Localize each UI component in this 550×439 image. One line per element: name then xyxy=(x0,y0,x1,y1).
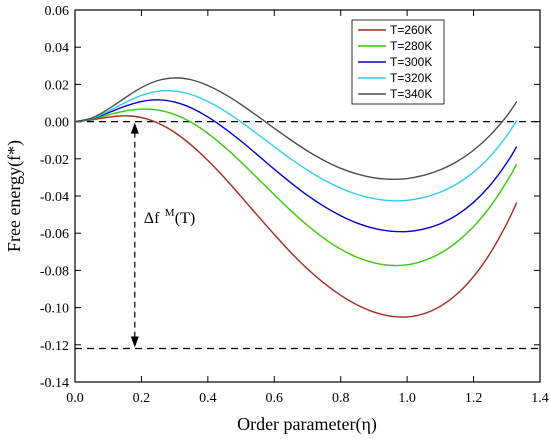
annotation-superscript: M xyxy=(165,207,175,219)
axis-ticks: 0.0 0.2 0.4 0.6 0.8 1.0 1.2 1.4 -0.14 -0.12 -0.10 -… xyxy=(40,4,549,406)
y-tick-label: -0.06 xyxy=(40,227,69,242)
y-axis-label: Free energy(f*) xyxy=(4,140,25,252)
x-tick-label: 1.4 xyxy=(531,391,549,406)
x-axis-label: Order parameter(η) xyxy=(237,414,377,435)
annotation-arrowhead-down xyxy=(130,336,139,348)
y-tick-label: -0.12 xyxy=(40,339,69,354)
x-tick-label: 0.2 xyxy=(133,391,151,406)
y-tick-label: 0.00 xyxy=(45,116,70,131)
legend-label: T=260K xyxy=(390,23,432,37)
annotation-text: Δf xyxy=(144,210,160,227)
y-tick-label: -0.10 xyxy=(40,302,69,317)
x-tick-label: 0.8 xyxy=(332,391,350,406)
legend-label: T=280K xyxy=(390,39,432,53)
series-lines xyxy=(75,77,518,318)
y-tick-label: -0.14 xyxy=(40,376,69,391)
y-tick-label: 0.02 xyxy=(45,78,70,93)
x-tick-label: 0.6 xyxy=(266,391,284,406)
legend-label: T=300K xyxy=(390,55,432,69)
x-tick-label: 1.0 xyxy=(398,391,416,406)
legend-label: T=320K xyxy=(390,71,432,85)
annotation-arrowhead-up xyxy=(130,122,139,134)
x-tick-label: 0.0 xyxy=(66,391,84,406)
y-tick-label: -0.02 xyxy=(40,153,69,168)
y-tick-label: 0.04 xyxy=(45,41,70,56)
series-line xyxy=(75,90,518,202)
y-tick-label: 0.06 xyxy=(45,4,70,19)
y-tick-label: -0.04 xyxy=(40,190,69,205)
series-line xyxy=(75,77,518,180)
series-line xyxy=(75,115,518,318)
y-tick-label: -0.08 xyxy=(40,264,69,279)
series-line xyxy=(75,99,518,233)
reference-lines xyxy=(75,120,540,350)
series-line xyxy=(75,108,518,267)
x-tick-label: 1.2 xyxy=(465,391,483,406)
legend: T=260K T=280K T=300K T=320K T=340K xyxy=(351,19,445,105)
annotation-suffix: (T) xyxy=(175,210,195,227)
legend-label: T=340K xyxy=(390,87,432,101)
x-tick-label: 0.4 xyxy=(199,391,217,406)
delta-annotation: Δf M (T) xyxy=(130,122,195,348)
